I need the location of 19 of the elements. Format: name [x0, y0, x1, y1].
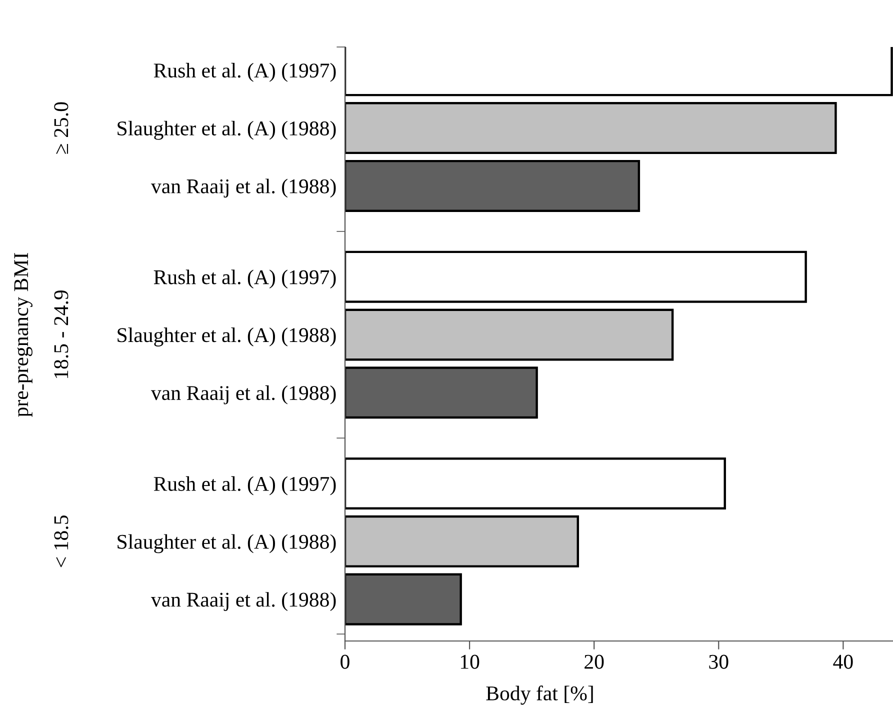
text: < 18.5: [54, 516, 68, 568]
text: 18.5 - 24.9: [54, 290, 68, 378]
y-tick-label: Rush et al. (A) (1997): [154, 62, 336, 82]
y-axis-title: pre-pregnancy BMI: [14, 253, 32, 417]
y-tick-label: Slaughter et al. (A) (1988): [118, 534, 336, 554]
text: ≥ 25.0: [54, 102, 68, 154]
y-tick-label: Slaughter et al. (A) (1988): [118, 120, 336, 140]
x-axis-title: Body fat [%]: [486, 686, 593, 705]
x-tick-label: 40: [833, 654, 853, 669]
x-tick-label: 30: [709, 654, 728, 669]
y-tick-label: Rush et al. (A) (1997): [154, 476, 336, 496]
x-tick-label: 0: [340, 654, 350, 669]
y-tick-label: van Raaij et al. (1988): [150, 385, 336, 404]
x-tick-label: 20: [584, 654, 604, 669]
y-tick-label: van Raaij et al. (1988): [150, 178, 336, 198]
y-tick-label: Slaughter et al. (A) (1988): [118, 328, 336, 346]
y-tick-label: van Raaij et al. (1988): [150, 592, 336, 611]
x-tick-label: 10: [460, 654, 480, 669]
y-tick-label: Rush et al. (A) (1997): [154, 270, 336, 289]
